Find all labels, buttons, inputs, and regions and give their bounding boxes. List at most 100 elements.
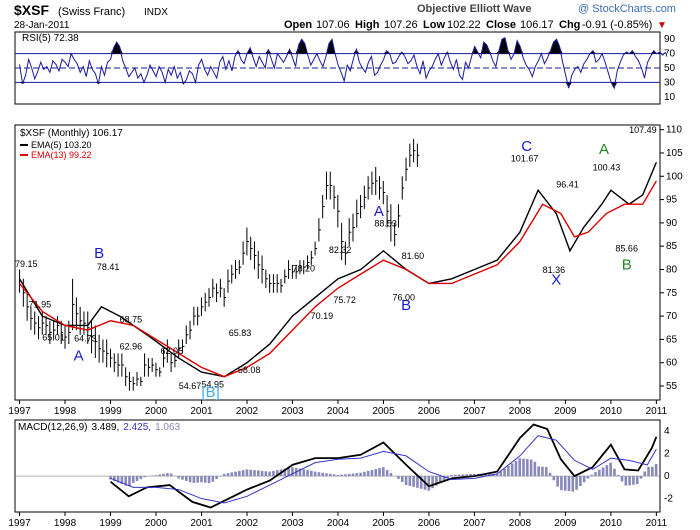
macd-hist-bar xyxy=(192,476,196,483)
macd-hist-bar xyxy=(419,476,423,489)
rsi-tick-label: 50 xyxy=(664,63,676,74)
macd-hist-bar xyxy=(609,462,612,477)
macd-tick-label: 2 xyxy=(664,449,670,460)
price-panel xyxy=(14,124,661,401)
price-tick-label: 100 xyxy=(666,171,683,182)
wave-label: A xyxy=(374,203,384,220)
macd-hist-bar xyxy=(624,476,628,486)
macd-hist-bar xyxy=(310,470,313,477)
ema5-line xyxy=(18,162,658,378)
price-label: 71.95 xyxy=(29,300,52,310)
macd-hist-bar xyxy=(139,476,143,480)
macd-hist-bar xyxy=(113,476,116,482)
macd-hist-bar xyxy=(590,474,594,477)
macd-hist-bar xyxy=(431,476,434,489)
macd-hist-bar xyxy=(249,469,253,477)
macd-year-tick-label: 2002 xyxy=(236,518,259,529)
macd-hist-bar xyxy=(408,476,412,486)
macd-hist-bar xyxy=(211,476,215,482)
macd-hist-bar xyxy=(632,476,635,485)
macd-hist-bar xyxy=(613,468,616,477)
price-tick-label: 80 xyxy=(666,264,678,275)
macd-hist-bar xyxy=(472,473,476,477)
macd-hist-bar xyxy=(131,476,135,483)
macd-hist-bar xyxy=(571,476,575,492)
macd-hist-bar xyxy=(169,473,173,477)
price-label: 64.73 xyxy=(74,334,97,344)
macd-hist-bar xyxy=(605,465,609,477)
macd-hist-bar xyxy=(226,473,230,477)
macd-hist-bar xyxy=(503,468,506,477)
macd-line xyxy=(109,423,658,509)
macd-year-tick-label: 2005 xyxy=(372,518,395,529)
macd-hist-bar xyxy=(253,470,256,477)
macd-hist-bar xyxy=(313,471,317,477)
price-label: 70.19 xyxy=(311,311,334,321)
macd-hist-bar xyxy=(272,470,275,477)
macd-hist-bar xyxy=(465,474,468,477)
macd-layer xyxy=(15,423,660,509)
macd-hist-bar xyxy=(586,476,590,479)
macd-hist-bar xyxy=(166,472,169,477)
macd-hist-bar xyxy=(628,476,631,486)
macd-hist-bar xyxy=(245,469,249,477)
macd-title: MACD(12,26,9) 3.489, 2.425, 1.063 xyxy=(18,422,181,433)
wave-label: X xyxy=(551,271,561,288)
price-label: 58.08 xyxy=(238,365,261,375)
macd-hist-bar xyxy=(556,476,559,487)
price-label: 100.43 xyxy=(593,163,621,173)
price-label: 96.41 xyxy=(556,179,579,189)
symbol-name: (Swiss Franc) xyxy=(58,6,125,18)
brand-label: @ StockCharts.com xyxy=(578,3,676,15)
price-label: 65.83 xyxy=(229,328,252,338)
macd-hist-bar xyxy=(275,470,279,477)
macd-hist-bar xyxy=(643,471,647,477)
high-value: 107.26 xyxy=(384,19,418,31)
macd-hist-bar xyxy=(306,470,309,477)
macd-hist-bar xyxy=(256,470,260,477)
macd-hist-bar xyxy=(461,474,465,477)
macd-hist-bar xyxy=(200,476,203,483)
year-tick-label: 2004 xyxy=(327,406,350,417)
macd-hist-bar xyxy=(427,476,431,491)
macd-hist-bar xyxy=(241,470,245,477)
macd-hist-bar xyxy=(328,473,332,477)
price-label: 76.00 xyxy=(393,292,416,302)
macd-hist-bar xyxy=(351,473,355,477)
close-value: 106.17 xyxy=(520,19,554,31)
year-tick-label: 2009 xyxy=(554,406,577,417)
macd-hist-bar xyxy=(124,476,127,486)
macd-year-tick-label: 2010 xyxy=(600,518,623,529)
macd-hist-bar xyxy=(340,474,343,477)
macd-hist-bar xyxy=(143,476,146,478)
macd-hist-bar xyxy=(158,474,162,477)
macd-hist-bar xyxy=(404,476,408,485)
macd-hist-bar xyxy=(268,471,271,477)
open-label: Open xyxy=(284,19,312,31)
close-label: Close xyxy=(486,19,516,31)
macd-hist-bar xyxy=(177,476,181,479)
macd-hist-bar xyxy=(454,474,457,477)
rsi-line xyxy=(19,37,667,90)
rsi-tick-label: 10 xyxy=(664,92,676,103)
macd-hist-bar xyxy=(238,470,241,477)
price-label: 62.96 xyxy=(120,342,143,352)
macd-hist-bar xyxy=(215,476,218,480)
macd-hist-bar xyxy=(207,476,211,484)
price-label: 54.67 xyxy=(179,381,202,391)
macd-hist-bar xyxy=(203,476,207,483)
price-label: 107.49 xyxy=(629,125,657,135)
provider-label: Objective Elliott Wave xyxy=(417,3,532,15)
macd-hist-bar xyxy=(495,473,499,477)
macd-hist-bar xyxy=(510,463,514,477)
macd-year-tick-label: 2011 xyxy=(646,518,668,529)
macd-hist-bar xyxy=(560,476,563,491)
price-tick-label: 85 xyxy=(666,241,678,252)
year-tick-label: 1999 xyxy=(99,406,122,417)
price-label: 65.01 xyxy=(42,332,65,342)
rsi-title: RSI(5) 72.38 xyxy=(22,33,79,44)
macd-year-tick-label: 2007 xyxy=(463,518,486,529)
macd-tick-label: 0 xyxy=(664,471,670,482)
macd-year-tick-label: 2009 xyxy=(554,518,577,529)
year-tick-label: 2011 xyxy=(646,406,668,417)
